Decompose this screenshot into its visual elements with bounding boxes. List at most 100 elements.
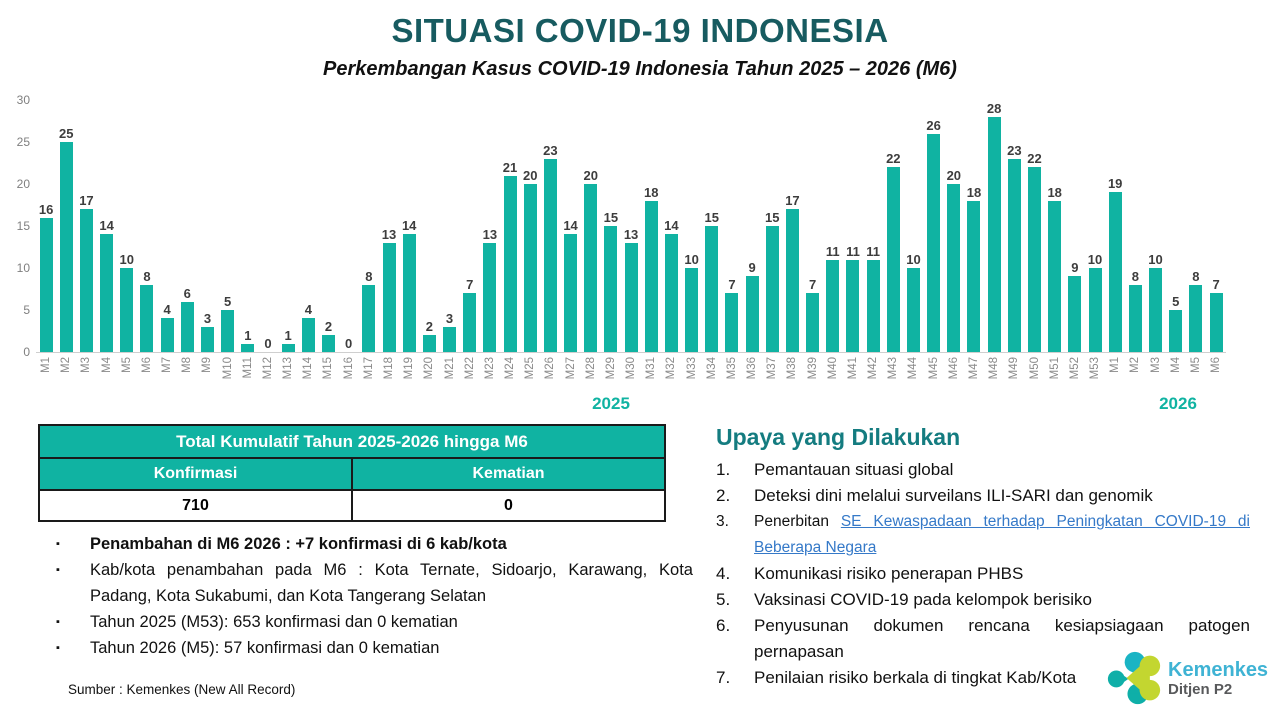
bar <box>362 284 376 352</box>
bar-value-label: 4 <box>163 302 171 318</box>
source-note: Sumber : Kemenkes (New All Record) <box>68 682 296 697</box>
bar <box>402 234 416 352</box>
bar-value-label: 20 <box>522 168 538 183</box>
upaya-item: 1. Pemantauan situasi global <box>716 457 1250 483</box>
bar-slot: 7 <box>722 100 742 352</box>
upaya-item-text: Vaksinasi COVID-19 pada kelompok berisik… <box>754 590 1092 609</box>
kemenkes-logo-icon <box>1107 651 1161 705</box>
x-axis-tick: M45 <box>927 357 940 380</box>
x-axis-slot: M44 <box>903 354 923 379</box>
bar <box>846 259 860 352</box>
x-axis-tick: M43 <box>887 357 900 380</box>
x-axis-slot: M46 <box>944 354 964 379</box>
bar-slot: 7 <box>803 100 823 352</box>
x-axis-tick: M35 <box>725 357 738 380</box>
bar <box>321 335 335 352</box>
bar-value-label: 15 <box>704 210 719 225</box>
bar <box>604 226 618 352</box>
bar-slot: 20 <box>944 100 964 352</box>
bar-value-label: 20 <box>583 168 598 183</box>
x-axis-tick: M20 <box>423 357 436 380</box>
x-axis-tick: M40 <box>826 357 839 380</box>
upaya-item-text: Penyusunan dokumen rencana kesiapsiagaan… <box>754 616 1250 661</box>
x-axis-slot: M37 <box>762 354 782 379</box>
bar <box>1048 200 1062 352</box>
bar <box>785 209 799 352</box>
upaya-item-text: Deteksi dini melalui surveilans ILI-SARI… <box>754 486 1153 505</box>
bar-value-label: 5 <box>224 294 232 309</box>
bar-value-label: 17 <box>785 193 800 209</box>
bar-slot: 21 <box>500 100 520 352</box>
bar <box>1169 310 1183 352</box>
bar-slot: 5 <box>1166 100 1186 352</box>
x-axis-tick: M41 <box>846 357 859 380</box>
x-axis-slot: M26 <box>540 354 560 379</box>
bar <box>160 318 174 352</box>
x-axis-tick: M42 <box>867 357 880 380</box>
logo-sub-text: Ditjen P2 <box>1168 680 1233 698</box>
upaya-item-number: 7. <box>716 668 731 687</box>
bar <box>59 142 73 352</box>
bar-slot: 2 <box>318 100 338 352</box>
bar <box>947 184 961 352</box>
x-axis-slot: M2 <box>56 354 76 379</box>
x-axis-slot: M49 <box>1004 354 1024 379</box>
bar <box>100 234 114 352</box>
bar-slot: 20 <box>581 100 601 352</box>
x-axis-tick: M11 <box>241 357 254 379</box>
bar-slot: 11 <box>863 100 883 352</box>
bar-slot: 10 <box>1145 100 1165 352</box>
x-axis-slot: M12 <box>258 354 278 379</box>
x-axis-tick: M48 <box>988 357 1001 380</box>
bar-value-label: 6 <box>183 285 191 301</box>
x-axis-tick: M39 <box>806 357 819 380</box>
bullet-text: Penambahan di M6 2026 : +7 konfirmasi di… <box>90 535 507 553</box>
bar-slot: 14 <box>97 100 117 352</box>
y-axis-tick: 20 <box>16 177 30 191</box>
x-axis-tick: M4 <box>1169 357 1182 373</box>
bar-value-label: 0 <box>264 336 272 351</box>
bar <box>523 184 537 352</box>
bar-value-label: 13 <box>381 226 397 242</box>
bar-value-label: 9 <box>748 260 756 276</box>
x-axis-tick: M53 <box>1089 357 1102 380</box>
x-axis-tick: M47 <box>967 357 980 380</box>
upaya-item-link[interactable]: SE Kewaspadaan terhadap Peningkatan COVI… <box>754 513 1250 556</box>
x-axis-slot: M28 <box>581 354 601 379</box>
x-axis-slot: M4 <box>1166 354 1186 379</box>
upaya-list: 1. Pemantauan situasi global 2. Deteksi din… <box>716 457 1250 691</box>
bar-slot: 8 <box>137 100 157 352</box>
bar <box>180 301 194 352</box>
bar <box>664 234 678 352</box>
x-axis-tick: M17 <box>362 357 375 380</box>
bar-slot: 7 <box>1206 100 1226 352</box>
bar-slot: 17 <box>782 100 802 352</box>
upaya-item-number: 6. <box>716 616 731 635</box>
bar <box>624 242 638 352</box>
bullet-list: ▪ Penambahan di M6 2026 : +7 konfirmasi d… <box>48 531 693 661</box>
bar <box>281 343 295 352</box>
x-axis-tick: M27 <box>564 357 577 380</box>
x-axis-slot: M50 <box>1024 354 1044 379</box>
x-axis-slot: M18 <box>379 354 399 379</box>
x-axis-slot: M31 <box>641 354 661 379</box>
year-label-2026: 2026 <box>1159 394 1197 413</box>
bar-value-label: 10 <box>1087 252 1103 267</box>
bar-plot: 16 25 17 14 10 8 4 6 3 5 1 0 1 4 2 0 8 13 14 2 3 7 13 21 20 23 14 2… <box>36 100 1226 353</box>
bar-value-label: 25 <box>59 126 74 141</box>
page-subtitle: Perkembangan Kasus COVID-19 Indonesia Ta… <box>323 58 957 80</box>
bar-slot: 15 <box>702 100 722 352</box>
bar-slot: 22 <box>1024 100 1044 352</box>
bar-slot: 11 <box>843 100 863 352</box>
bar-value-label: 1 <box>244 327 252 343</box>
upaya-item-number: 4. <box>716 564 731 583</box>
bar-value-label: 22 <box>1027 151 1042 167</box>
upaya-heading: Upaya yang Dilakukan <box>716 424 961 450</box>
bar-slot: 0 <box>339 100 359 352</box>
bar <box>463 293 477 352</box>
bar-value-label: 23 <box>1007 142 1022 158</box>
bar-slot: 2 <box>419 100 439 352</box>
bar-value-label: 21 <box>502 159 518 175</box>
bar-slot: 10 <box>117 100 137 352</box>
